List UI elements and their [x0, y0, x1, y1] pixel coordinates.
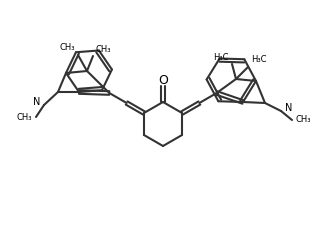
Text: CH₃: CH₃ — [96, 44, 111, 54]
Text: N: N — [285, 103, 292, 113]
Text: CH₃: CH₃ — [60, 44, 75, 52]
Text: CH₃: CH₃ — [17, 112, 32, 122]
Text: CH₃: CH₃ — [296, 115, 311, 125]
Text: H₃C: H₃C — [251, 55, 267, 65]
Text: O: O — [158, 74, 168, 87]
Text: N: N — [33, 97, 40, 107]
Text: H₃C: H₃C — [214, 52, 229, 62]
